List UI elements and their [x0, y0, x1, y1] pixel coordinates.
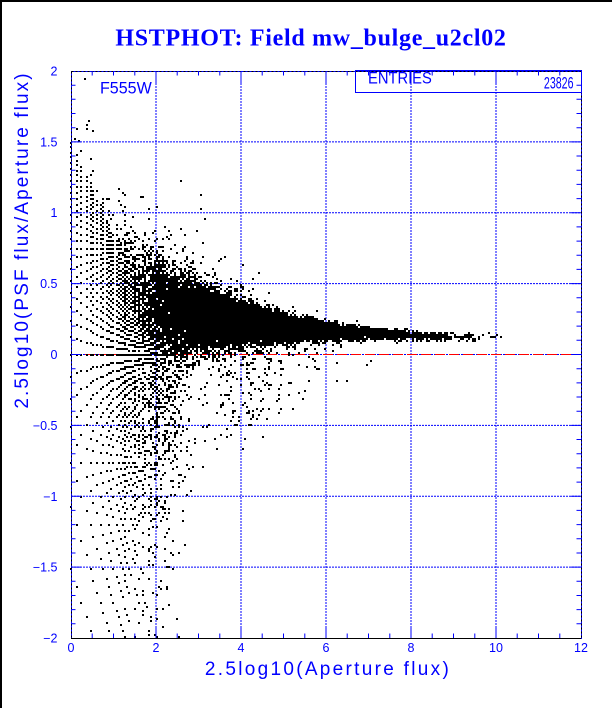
svg-text:2.5log10(PSF flux/Aperture flu: 2.5log10(PSF flux/Aperture flux): [12, 71, 33, 408]
svg-text:1: 1: [51, 206, 58, 220]
svg-text:4: 4: [238, 641, 245, 655]
svg-text:HSTPHOT: Field mw_bulge_u2cl02: HSTPHOT: Field mw_bulge_u2cl02: [115, 25, 506, 51]
svg-text:−0.5: −0.5: [33, 419, 58, 433]
svg-text:1.5: 1.5: [40, 135, 57, 149]
svg-text:−2: −2: [43, 632, 57, 646]
svg-text:0: 0: [68, 641, 75, 655]
svg-text:0: 0: [51, 348, 58, 362]
svg-text:2: 2: [51, 65, 58, 79]
svg-text:−1.5: −1.5: [33, 561, 58, 575]
svg-text:10: 10: [489, 641, 503, 655]
svg-text:8: 8: [408, 641, 415, 655]
svg-text:23826: 23826: [544, 73, 574, 92]
svg-text:ENTRIES: ENTRIES: [368, 70, 432, 88]
svg-text:2.5log10(Aperture flux): 2.5log10(Aperture flux): [205, 659, 451, 680]
svg-text:2: 2: [153, 641, 160, 655]
svg-text:−1: −1: [43, 490, 57, 504]
svg-text:0.5: 0.5: [40, 277, 57, 291]
svg-text:F555W: F555W: [100, 79, 152, 97]
svg-text:6: 6: [323, 641, 330, 655]
svg-text:12: 12: [574, 641, 588, 655]
